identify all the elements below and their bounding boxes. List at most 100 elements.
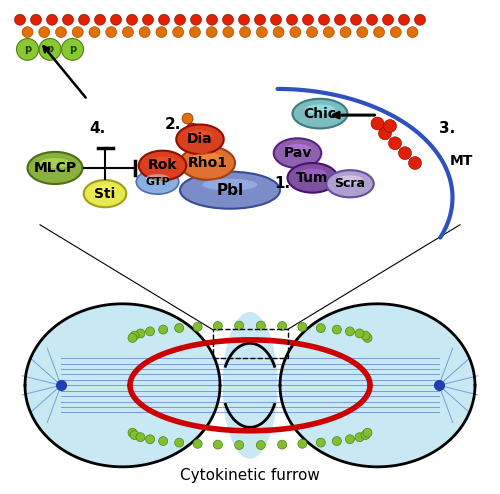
Circle shape bbox=[398, 14, 409, 25]
Circle shape bbox=[14, 14, 26, 25]
Text: Cytokinetic furrow: Cytokinetic furrow bbox=[180, 468, 320, 483]
Circle shape bbox=[361, 331, 370, 340]
Circle shape bbox=[206, 14, 218, 25]
Circle shape bbox=[318, 14, 330, 25]
Ellipse shape bbox=[280, 304, 475, 467]
Circle shape bbox=[332, 325, 342, 334]
Circle shape bbox=[172, 27, 184, 38]
Circle shape bbox=[174, 14, 186, 25]
Text: Scra: Scra bbox=[334, 177, 366, 190]
Circle shape bbox=[398, 147, 411, 160]
Circle shape bbox=[234, 321, 244, 330]
Ellipse shape bbox=[288, 163, 338, 193]
Circle shape bbox=[89, 27, 100, 38]
Circle shape bbox=[136, 433, 145, 442]
Text: 2.: 2. bbox=[164, 117, 180, 132]
Ellipse shape bbox=[187, 130, 213, 140]
Circle shape bbox=[193, 439, 202, 448]
Text: Dia: Dia bbox=[187, 132, 213, 146]
Circle shape bbox=[190, 14, 202, 25]
Circle shape bbox=[146, 435, 154, 444]
Circle shape bbox=[214, 440, 222, 449]
Circle shape bbox=[273, 27, 284, 38]
Ellipse shape bbox=[136, 169, 179, 194]
Circle shape bbox=[156, 27, 167, 38]
Circle shape bbox=[408, 157, 422, 169]
Circle shape bbox=[278, 440, 286, 449]
Ellipse shape bbox=[94, 185, 116, 194]
Circle shape bbox=[324, 27, 334, 38]
Circle shape bbox=[139, 27, 150, 38]
Text: Chic: Chic bbox=[304, 107, 336, 121]
Circle shape bbox=[174, 438, 184, 447]
Circle shape bbox=[78, 14, 90, 25]
Text: Rok: Rok bbox=[148, 159, 177, 172]
Circle shape bbox=[130, 331, 139, 340]
Circle shape bbox=[332, 437, 342, 446]
Ellipse shape bbox=[84, 180, 126, 207]
Circle shape bbox=[190, 27, 200, 38]
Circle shape bbox=[94, 14, 106, 25]
Circle shape bbox=[214, 322, 222, 330]
Circle shape bbox=[298, 323, 307, 331]
Circle shape bbox=[16, 39, 38, 60]
Circle shape bbox=[46, 14, 58, 25]
Circle shape bbox=[382, 14, 394, 25]
Circle shape bbox=[278, 322, 286, 330]
Ellipse shape bbox=[202, 179, 258, 191]
Ellipse shape bbox=[299, 168, 326, 178]
Circle shape bbox=[223, 27, 234, 38]
Circle shape bbox=[238, 14, 250, 25]
Circle shape bbox=[306, 27, 318, 38]
Circle shape bbox=[62, 39, 84, 60]
Circle shape bbox=[371, 117, 384, 130]
Ellipse shape bbox=[146, 174, 169, 182]
Circle shape bbox=[346, 435, 354, 444]
Circle shape bbox=[22, 27, 33, 38]
Circle shape bbox=[384, 120, 396, 132]
Circle shape bbox=[38, 27, 50, 38]
Bar bbox=[212, 329, 288, 358]
Ellipse shape bbox=[139, 151, 186, 180]
Circle shape bbox=[158, 14, 170, 25]
Circle shape bbox=[316, 438, 326, 447]
Circle shape bbox=[142, 14, 154, 25]
Ellipse shape bbox=[326, 170, 374, 198]
Text: Pbl: Pbl bbox=[216, 183, 244, 198]
Ellipse shape bbox=[28, 152, 82, 184]
Circle shape bbox=[72, 27, 83, 38]
Ellipse shape bbox=[192, 153, 222, 164]
Text: Rho1: Rho1 bbox=[188, 156, 228, 170]
Text: p: p bbox=[69, 44, 76, 54]
Circle shape bbox=[374, 27, 384, 38]
Circle shape bbox=[130, 431, 139, 440]
Ellipse shape bbox=[292, 99, 348, 128]
Text: Tum: Tum bbox=[296, 171, 328, 185]
Text: GTP: GTP bbox=[145, 177, 170, 187]
Circle shape bbox=[39, 39, 61, 60]
Circle shape bbox=[302, 14, 314, 25]
Circle shape bbox=[126, 14, 138, 25]
Ellipse shape bbox=[284, 144, 310, 154]
Text: 4.: 4. bbox=[90, 121, 106, 136]
Circle shape bbox=[350, 14, 362, 25]
Circle shape bbox=[316, 324, 326, 332]
Circle shape bbox=[256, 27, 268, 38]
Circle shape bbox=[363, 428, 372, 437]
Text: 1.: 1. bbox=[274, 176, 290, 191]
Ellipse shape bbox=[25, 304, 220, 467]
Circle shape bbox=[128, 428, 137, 437]
Ellipse shape bbox=[222, 312, 278, 459]
Circle shape bbox=[357, 27, 368, 38]
Circle shape bbox=[136, 329, 145, 338]
Circle shape bbox=[254, 14, 266, 25]
Circle shape bbox=[186, 123, 199, 136]
Circle shape bbox=[340, 27, 351, 38]
Circle shape bbox=[334, 14, 345, 25]
Circle shape bbox=[182, 113, 193, 124]
Ellipse shape bbox=[337, 175, 363, 184]
Circle shape bbox=[193, 323, 202, 331]
Circle shape bbox=[106, 27, 117, 38]
Circle shape bbox=[56, 27, 66, 38]
Circle shape bbox=[206, 27, 217, 38]
